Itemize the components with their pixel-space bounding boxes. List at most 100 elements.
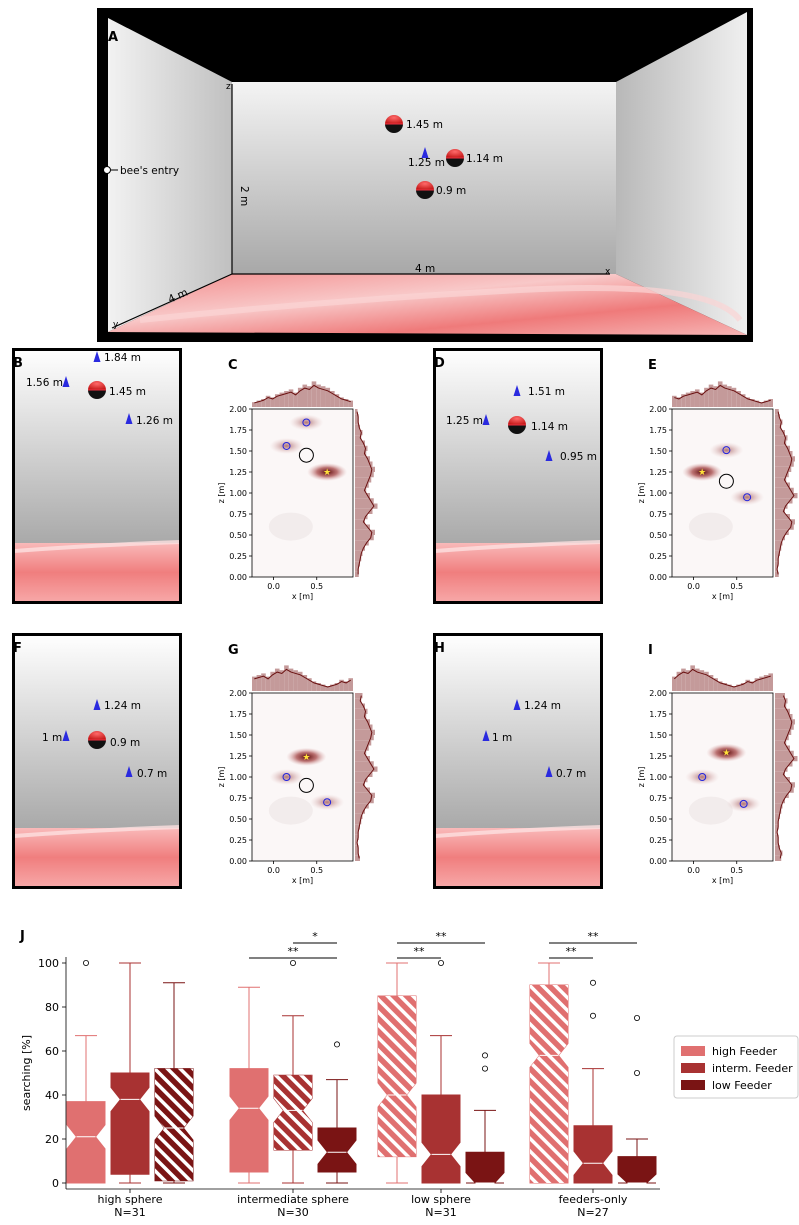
- marginal-bar: [699, 670, 705, 691]
- axis-x-label: x: [605, 267, 611, 277]
- box-interm-feederg2: [421, 960, 461, 1184]
- panel-letter: C: [228, 358, 238, 373]
- room-panel-d: D 1.51 m 1.25 m 1.14 m 0.95 m: [433, 348, 603, 604]
- marginal-kde: [356, 411, 375, 575]
- box-body: [617, 1156, 657, 1184]
- marginal-bar: [355, 840, 358, 846]
- y-axis-label: z [m]: [217, 767, 226, 788]
- box-hatch: [155, 1068, 193, 1181]
- marginal-bar: [355, 466, 375, 472]
- box-body: [465, 1151, 505, 1184]
- marginal-bar: [775, 424, 782, 430]
- marginal-bar: [307, 678, 312, 691]
- y-tick-label: 1.75: [229, 710, 247, 719]
- marginal-bar: [288, 389, 294, 407]
- outlier-point: [590, 979, 597, 986]
- feeder-height-label: 1.24 m: [104, 700, 141, 712]
- marginal-bar: [355, 756, 370, 762]
- box-body: [110, 1072, 150, 1175]
- feeder-icon: [545, 450, 553, 461]
- marginal-bar: [775, 729, 792, 735]
- sphere-icon: [88, 731, 106, 749]
- marginal-bar: [775, 819, 779, 825]
- marginal-bar: [775, 529, 789, 535]
- feeder-height-label: 1 m: [42, 732, 62, 744]
- marginal-bar: [265, 395, 271, 407]
- marginal-bar: [775, 855, 782, 861]
- box-low-feederg0: [154, 982, 194, 1184]
- marginal-bar: [302, 384, 308, 407]
- marginal-bar: [339, 679, 344, 691]
- marginal-bar: [775, 571, 779, 577]
- marginal-bar: [775, 540, 783, 546]
- marginal-bar: [775, 698, 788, 704]
- y-tick-label: 0.00: [229, 573, 247, 582]
- marginal-bar: [355, 493, 370, 499]
- marginal-bar: [763, 400, 769, 407]
- panel-frame: [433, 633, 603, 889]
- sphere-height-label: 1.14 m: [531, 421, 568, 433]
- marginal-bar: [355, 708, 368, 714]
- feeder-marker: [722, 446, 731, 455]
- marginal-bar: [775, 419, 783, 425]
- density-spot: [269, 437, 304, 454]
- marginal-bar: [355, 724, 373, 730]
- box-high-feederg1: [229, 986, 269, 1184]
- marginal-bar: [775, 524, 794, 530]
- marginal-bar: [775, 735, 789, 741]
- marginal-bar: [775, 787, 794, 793]
- feeder-marker: [323, 798, 332, 807]
- y-tick-label: 1.00: [649, 773, 667, 782]
- box-low-feederg2: [465, 1052, 505, 1184]
- sphere-marker: [298, 777, 314, 793]
- marginal-bar: [775, 508, 785, 514]
- marginal-bar: [330, 684, 335, 691]
- marginal-bar: [775, 840, 779, 846]
- marginal-bar: [355, 819, 362, 825]
- marginal-bar: [775, 445, 790, 451]
- room-panel-h: H 1.24 m 1 m 0.7 m: [433, 633, 603, 889]
- y-tick-label: 0: [52, 1177, 59, 1190]
- marginal-bar: [355, 729, 375, 735]
- heatmap-panel-c: C ★ 0.00 0.25 0.50 0.75 1.00 1.25 1.50 1.75 2.00 0.…: [217, 358, 378, 601]
- marginal-bar: [750, 681, 755, 691]
- marginal-bar: [775, 756, 798, 762]
- y-tick-label: 0.50: [229, 531, 247, 540]
- marginal-bar: [672, 676, 677, 691]
- marginal-bar: [355, 430, 363, 436]
- heatmap-panel-i: I ★ 0.00 0.25 0.50 0.75 1.00 1.25 1.50 1.75 2.00 0.…: [637, 643, 798, 885]
- marginal-bar: [740, 683, 746, 691]
- height-label: 2 m: [238, 186, 250, 206]
- density-spot: [289, 414, 324, 431]
- marginal-bar: [775, 740, 787, 746]
- marginal-bar: [685, 670, 691, 691]
- significance-label: **: [436, 930, 448, 943]
- marginal-bar: [355, 451, 367, 457]
- sphere-icon: [88, 381, 106, 399]
- y-axis-label: z [m]: [217, 483, 226, 504]
- marginal-bar: [775, 561, 779, 567]
- marginal-bar: [320, 386, 326, 407]
- marginal-bar: [727, 386, 732, 407]
- feeder-height-label: 0.95 m: [560, 451, 597, 463]
- marginal-bar: [768, 399, 773, 407]
- marginal-bar: [355, 750, 367, 756]
- outlier-point: [590, 1012, 597, 1019]
- feeder-height-label: 1.24 m: [524, 700, 561, 712]
- marginal-bar: [355, 824, 360, 830]
- outlier-point: [481, 1052, 488, 1059]
- marginal-bar: [334, 394, 340, 407]
- feeder-icon: [125, 766, 133, 777]
- panel-a-objects: 1.45 m 1.14 m 0.9 m 1.25 m: [385, 115, 503, 199]
- marginal-bar: [355, 514, 368, 520]
- marginal-bar: [740, 394, 746, 407]
- marginal-bar: [754, 678, 760, 691]
- heatmap-panel-g: G ★ 0.00 0.25 0.50 0.75 1.00 1.25 1.50 1.75 2.00 0.…: [217, 643, 378, 885]
- marginal-bar: [775, 545, 782, 551]
- panel-a-letter: A: [108, 30, 118, 45]
- y-tick-label: 1.50: [649, 731, 667, 740]
- marginal-bar: [708, 384, 714, 407]
- marginal-bar: [775, 482, 790, 488]
- panel-a-room: [97, 8, 753, 342]
